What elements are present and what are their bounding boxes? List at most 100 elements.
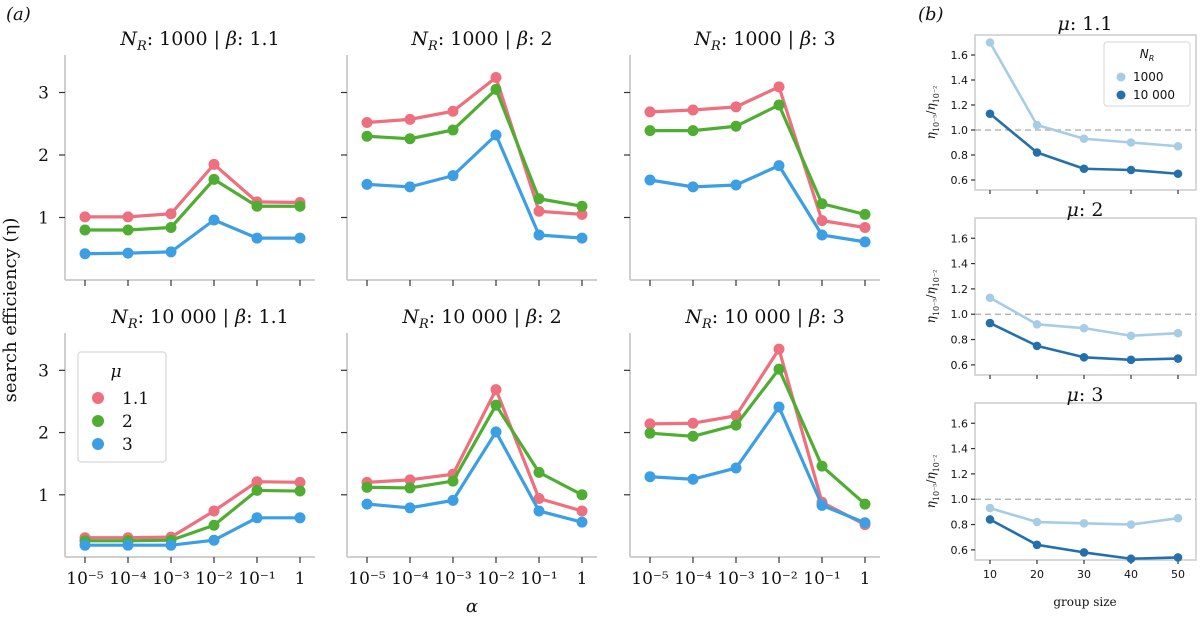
- y-tick-label: 0.8: [951, 519, 969, 532]
- data-point-mu-2: [859, 208, 871, 220]
- data-point-mu-2: [251, 200, 263, 212]
- data-point-mu-3: [361, 178, 373, 190]
- x-tick-label: 10⁻⁴: [674, 569, 712, 589]
- series-line-mu-2: [366, 87, 583, 208]
- data-point-mu-3: [294, 232, 306, 244]
- data-point-mu-2: [687, 125, 699, 137]
- data-point-mu-3: [773, 401, 785, 413]
- x-tick-label: 10⁻³: [717, 569, 754, 589]
- data-point-mu-3: [533, 229, 545, 241]
- subplot-title: NR: 1000 | β: 1.1: [119, 28, 279, 54]
- legend-title: μ: [110, 362, 121, 382]
- data-point-nr-1000: [985, 293, 995, 303]
- y-axis-label-a: search efficiency (η): [0, 218, 21, 403]
- data-point-nr-10000: [985, 515, 995, 524]
- data-point-nr-1000: [1173, 513, 1183, 523]
- data-point-mu-1.1: [644, 106, 656, 118]
- x-axis-label-a: α: [466, 596, 478, 617]
- series-line-mu-2: [649, 367, 867, 506]
- subplot-b-2: 0.6 0.8 1.0 1.2 1.4 1.6 μ: 2 η10⁻⁵/η10⁻²: [924, 199, 1197, 379]
- data-point-mu-2: [644, 125, 656, 137]
- data-point-mu-1.1: [816, 215, 828, 227]
- data-point-mu-2: [773, 363, 785, 375]
- data-point-mu-1.1: [533, 205, 545, 217]
- data-point-mu-1.1: [165, 208, 177, 220]
- data-point-mu-1.1: [730, 101, 742, 113]
- data-point-mu-3: [404, 502, 416, 514]
- data-point-mu-3: [404, 181, 416, 193]
- y-tick-label: 1.2: [951, 99, 969, 112]
- data-point-mu-1.1: [773, 81, 785, 93]
- data-point-nr-10000: [1032, 148, 1042, 157]
- x-tick-label: 10⁻¹: [238, 569, 275, 589]
- legend-marker-mu-2: [92, 415, 104, 427]
- data-point-mu-2: [576, 200, 588, 212]
- legend-marker-mu-3: [92, 438, 104, 450]
- legend-b: NR 1000 10 000: [1103, 41, 1191, 107]
- data-point-mu-1.1: [404, 474, 416, 486]
- x-tick-label: 1: [577, 569, 588, 589]
- subplot-title: NR: 10 000 | β: 3: [684, 306, 844, 332]
- data-point-mu-2: [122, 224, 134, 236]
- data-point-mu-2: [490, 399, 502, 411]
- series-line-mu-3: [366, 133, 583, 240]
- y-tick-label: 1.0: [951, 493, 969, 506]
- x-tick-label: 20: [1030, 568, 1044, 581]
- subplot-a-5: 10⁻⁵ 10⁻⁴ 10⁻³ 10⁻² 10⁻¹ 1 NR: 10 000 | β: 2: [341, 306, 597, 589]
- data-point-mu-3: [122, 247, 134, 259]
- data-point-nr-10000: [1032, 540, 1042, 550]
- data-point-mu-2: [730, 419, 742, 431]
- data-point-mu-1.1: [644, 418, 656, 430]
- subplot-a-3: NR: 1000 | β: 3: [624, 28, 880, 286]
- series-line-mu-3: [85, 516, 300, 547]
- data-point-nr-1000: [1079, 134, 1089, 144]
- subplot-title: NR: 1000 | β: 3: [693, 28, 835, 54]
- y-tick-label: 0.6: [951, 544, 969, 557]
- data-point-mu-3: [208, 214, 220, 226]
- y-tick-label: 1: [38, 209, 49, 229]
- data-point-mu-3: [490, 129, 502, 141]
- data-point-mu-2: [165, 222, 177, 233]
- subplot-b-3: 0.6 0.8 1.0 1.2 1.4 1.6 10 20 30 40 50 μ: 3 η10⁻⁵/η1…: [924, 384, 1197, 581]
- data-point-mu-3: [773, 160, 785, 172]
- data-point-mu-3: [644, 471, 656, 483]
- data-point-mu-1.1: [208, 505, 220, 517]
- data-point-mu-3: [251, 512, 263, 524]
- x-tick-label: 10⁻⁴: [109, 569, 147, 589]
- data-point-mu-1.1: [687, 417, 699, 429]
- subplot-frame: [974, 217, 1197, 376]
- y-tick-label: 1.4: [951, 258, 969, 271]
- data-point-nr-10000: [1079, 548, 1089, 557]
- data-point-mu-3: [79, 539, 91, 551]
- data-point-mu-1.1: [79, 211, 91, 223]
- legend-a: μ1.1 2 3: [77, 351, 167, 463]
- data-point-nr-1000: [1032, 120, 1042, 130]
- data-point-mu-1.1: [404, 113, 416, 125]
- data-point-nr-1000: [1079, 518, 1089, 528]
- legend-box: [1103, 41, 1191, 107]
- data-point-nr-1000: [1079, 323, 1089, 333]
- data-point-mu-1.1: [773, 343, 785, 355]
- data-point-mu-2: [361, 130, 373, 142]
- series-line-mu-1.1: [649, 85, 866, 230]
- x-tick-label: 30: [1077, 568, 1091, 581]
- data-point-mu-3: [79, 248, 91, 260]
- data-point-mu-2: [404, 482, 416, 494]
- data-point-mu-2: [447, 475, 459, 487]
- data-point-mu-3: [447, 494, 459, 506]
- data-point-mu-2: [859, 498, 871, 510]
- x-tick-label: 40: [1124, 568, 1138, 581]
- data-point-mu-1.1: [576, 208, 588, 220]
- data-point-mu-3: [730, 462, 742, 474]
- data-point-mu-1.1: [576, 505, 588, 517]
- legend-label: 2: [122, 412, 133, 432]
- data-point-mu-2: [404, 133, 416, 145]
- subplot-frame: [974, 34, 1197, 191]
- y-tick-label: 3: [38, 361, 49, 381]
- y-tick-label: 1: [38, 486, 49, 506]
- data-point-mu-3: [576, 516, 588, 528]
- y-tick-label: 3: [38, 84, 49, 104]
- data-point-mu-2: [361, 481, 373, 493]
- data-point-nr-1000: [985, 503, 995, 513]
- series-line-mu-1.1: [85, 162, 301, 219]
